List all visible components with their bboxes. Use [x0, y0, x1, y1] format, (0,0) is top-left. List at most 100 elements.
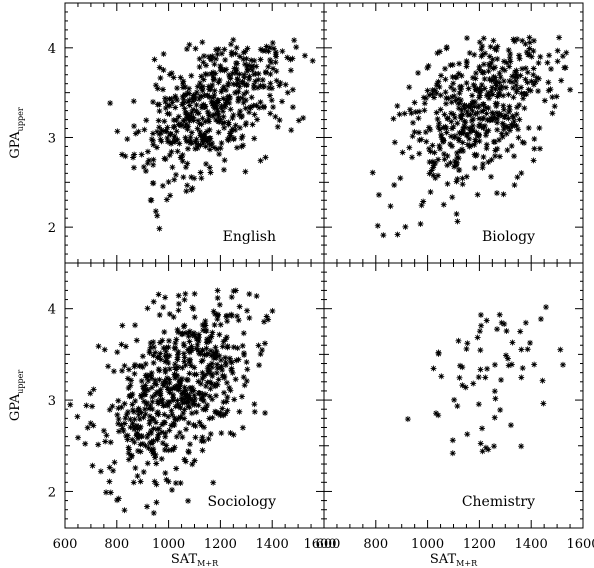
data-point	[494, 100, 501, 107]
data-point	[282, 81, 289, 88]
data-point	[559, 53, 566, 60]
data-point	[165, 337, 173, 344]
data-point	[164, 110, 171, 117]
data-point	[442, 123, 449, 130]
data-point	[232, 70, 240, 77]
data-point	[227, 429, 234, 437]
data-point	[185, 448, 192, 455]
data-point	[83, 402, 90, 409]
data-point	[186, 370, 193, 377]
data-point	[143, 503, 151, 510]
data-point	[197, 380, 204, 387]
data-point	[175, 348, 182, 355]
data-point	[482, 132, 489, 139]
data-point	[140, 163, 147, 170]
data-point	[206, 126, 213, 133]
data-point	[239, 342, 246, 349]
data-point	[427, 188, 434, 196]
data-point	[485, 68, 492, 75]
data-point	[166, 427, 173, 434]
data-point	[478, 108, 485, 115]
data-point	[284, 54, 291, 61]
data-point	[186, 41, 193, 48]
data-point	[502, 112, 509, 119]
data-point	[503, 130, 510, 137]
data-point	[401, 110, 408, 117]
data-point	[162, 378, 169, 385]
data-point	[471, 141, 478, 148]
data-point	[456, 60, 463, 67]
data-point	[163, 352, 170, 359]
data-point	[230, 344, 237, 351]
data-point	[177, 414, 184, 421]
y-axis-title: GPAupper	[8, 107, 25, 158]
data-point	[198, 84, 205, 91]
data-point	[213, 348, 220, 355]
data-point	[233, 65, 240, 73]
data-point	[309, 57, 316, 64]
data-point	[224, 82, 231, 89]
data-point	[547, 65, 555, 72]
data-point	[483, 110, 490, 117]
data-point	[429, 158, 436, 165]
data-point	[506, 127, 513, 134]
data-point	[477, 440, 484, 447]
data-point	[246, 290, 253, 298]
data-point	[199, 369, 206, 376]
data-point	[251, 401, 258, 408]
data-point	[523, 49, 530, 56]
data-point	[107, 100, 114, 107]
data-point	[159, 182, 166, 189]
data-point	[188, 343, 195, 350]
data-point	[146, 420, 153, 427]
data-point	[506, 78, 513, 85]
data-point	[138, 393, 145, 400]
data-point	[530, 81, 537, 88]
data-point	[475, 123, 482, 130]
panel-english: 2 3 4 GPAupper English	[8, 2, 325, 264]
data-point	[423, 138, 430, 145]
data-point	[472, 75, 479, 82]
data-point	[124, 408, 132, 416]
data-point	[158, 130, 165, 137]
data-point	[219, 108, 227, 115]
data-point	[186, 356, 194, 363]
data-point	[103, 489, 110, 496]
data-point	[190, 117, 197, 124]
data-point	[157, 74, 164, 82]
data-point	[217, 145, 224, 152]
data-point	[158, 399, 165, 406]
data-point	[409, 154, 416, 161]
data-point	[133, 422, 140, 429]
data-point	[162, 366, 169, 373]
data-point	[171, 414, 178, 421]
data-point	[214, 381, 221, 388]
data-point	[463, 173, 470, 180]
data-point	[406, 106, 414, 113]
data-point	[436, 120, 443, 127]
data-point	[209, 81, 216, 89]
data-point	[140, 468, 147, 476]
data-point	[238, 135, 245, 142]
data-point	[195, 337, 202, 345]
data-point	[480, 35, 487, 42]
data-point	[458, 146, 466, 153]
data-point	[432, 410, 440, 417]
data-point	[484, 365, 491, 372]
data-point	[193, 409, 200, 416]
data-point	[191, 392, 198, 399]
data-point	[461, 105, 468, 112]
data-point	[217, 321, 224, 328]
data-point	[150, 298, 157, 305]
data-point	[145, 377, 152, 384]
data-point	[530, 37, 537, 44]
data-point	[153, 460, 160, 467]
data-point	[506, 124, 513, 131]
data-point	[215, 376, 222, 383]
data-point	[177, 74, 184, 81]
data-point	[518, 170, 525, 177]
data-point	[272, 113, 279, 120]
data-point	[137, 478, 144, 485]
data-point	[501, 320, 508, 328]
data-point	[508, 79, 516, 86]
